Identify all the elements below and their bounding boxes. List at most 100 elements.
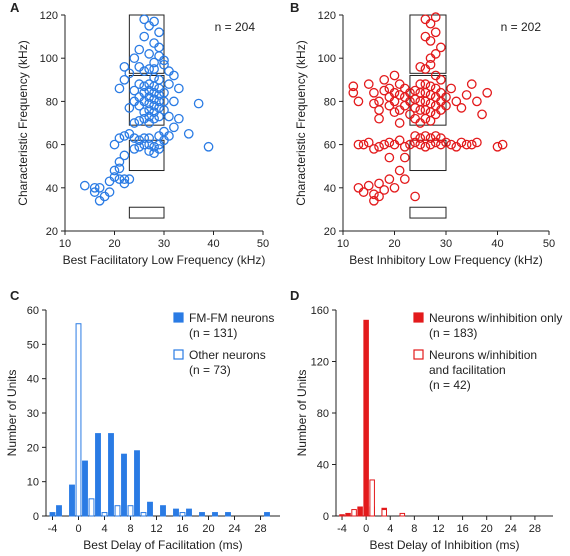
data-point — [183, 128, 194, 139]
data-point — [394, 118, 405, 128]
data-point — [363, 180, 374, 191]
data-point — [399, 152, 410, 163]
data-point — [399, 92, 410, 102]
data-point — [389, 107, 400, 118]
x-tick-label: 0 — [75, 523, 81, 535]
data-point — [451, 141, 462, 152]
data-point — [369, 87, 379, 98]
sample-size-label: n = 204 — [215, 20, 256, 34]
bar-open — [88, 498, 95, 517]
x-tick-label: 20 — [388, 238, 400, 250]
x-axis-label: Best Facilitatory Low Frequency (kHz) — [63, 253, 266, 267]
bar-filled — [225, 512, 231, 517]
data-point — [389, 182, 400, 193]
data-point — [415, 133, 426, 143]
y-tick-label: 20 — [324, 226, 336, 238]
data-point — [379, 139, 390, 150]
x-tick-label: 16 — [456, 523, 468, 535]
bar-open — [75, 323, 82, 517]
data-point — [119, 150, 130, 161]
data-point — [159, 59, 169, 70]
bar-open — [179, 512, 186, 517]
data-point — [154, 144, 164, 154]
data-point — [144, 64, 154, 74]
bar-filled — [56, 505, 62, 517]
y-tick-label: 100 — [318, 53, 336, 65]
data-point — [379, 85, 390, 96]
y-axis-label: Characteristic Frequency (kHz) — [16, 40, 30, 205]
data-point — [405, 139, 415, 150]
legend-label: Neurons w/inhibition only — [429, 311, 562, 325]
x-tick-label: 30 — [440, 238, 452, 250]
x-axis-label: Best Inhibitory Low Frequency (kHz) — [349, 253, 542, 267]
data-point — [415, 139, 426, 150]
data-point — [482, 87, 493, 98]
data-point — [379, 185, 390, 195]
data-point — [369, 98, 379, 109]
x-tick-label: 28 — [254, 523, 266, 535]
bar-open — [127, 505, 134, 517]
data-point — [169, 96, 179, 107]
data-point — [399, 141, 410, 152]
data-point — [399, 83, 410, 94]
x-tick-label: 8 — [411, 523, 417, 535]
data-point — [399, 174, 410, 185]
data-point — [164, 111, 174, 122]
data-point — [89, 182, 100, 193]
x-tick-label: 12 — [432, 523, 444, 535]
x-tick-label: 12 — [150, 523, 162, 535]
data-point — [425, 139, 436, 150]
data-point — [164, 79, 174, 89]
data-point — [430, 100, 441, 111]
y-tick-label: 40 — [324, 183, 336, 195]
data-point — [420, 64, 431, 74]
legend-count: (n = 131) — [189, 326, 237, 340]
y-tick-label: 80 — [46, 96, 58, 108]
y-axis-label: Characteristic Frequency (kHz) — [294, 40, 308, 205]
bar-open — [140, 512, 147, 517]
x-tick-label: 24 — [505, 523, 517, 535]
y-tick-label: 30 — [27, 408, 39, 420]
y-tick-label: 40 — [46, 183, 58, 195]
bar-open — [399, 512, 406, 517]
data-point — [472, 137, 482, 148]
data-point — [384, 92, 395, 102]
data-point — [435, 74, 446, 85]
data-point — [374, 141, 384, 152]
data-point — [425, 81, 436, 92]
bar-filled — [69, 484, 75, 517]
chart-panel-d: D 0 40 80 120 160 -4 0 4 8 12 16 20 24 28 Best Delay of… — [290, 288, 562, 552]
data-point — [420, 31, 431, 42]
data-point — [129, 144, 140, 154]
y-tick-label: 60 — [27, 305, 39, 317]
data-point — [124, 68, 135, 79]
frequency-box — [128, 14, 165, 74]
bar-filled — [121, 453, 127, 517]
data-point — [164, 66, 174, 77]
data-point — [134, 79, 145, 89]
data-point — [415, 118, 426, 128]
y-tick-label: 60 — [46, 140, 58, 152]
data-point — [358, 139, 369, 150]
data-point — [435, 105, 446, 115]
data-point — [139, 133, 150, 143]
data-point — [203, 141, 214, 152]
data-point — [144, 79, 154, 89]
data-point — [119, 174, 130, 185]
data-point — [134, 141, 145, 152]
data-point — [129, 133, 140, 143]
bar-filled — [134, 450, 140, 517]
y-tick-label: 100 — [40, 53, 58, 65]
bar-filled — [345, 512, 351, 517]
frequency-box — [409, 206, 447, 219]
bar-filled — [173, 508, 179, 517]
data-point — [430, 83, 441, 94]
data-point — [154, 74, 164, 85]
data-point — [119, 131, 130, 141]
data-point — [134, 44, 145, 55]
bar-filled — [212, 512, 218, 517]
data-point — [353, 139, 364, 150]
data-point — [466, 139, 477, 150]
data-point — [384, 137, 395, 148]
